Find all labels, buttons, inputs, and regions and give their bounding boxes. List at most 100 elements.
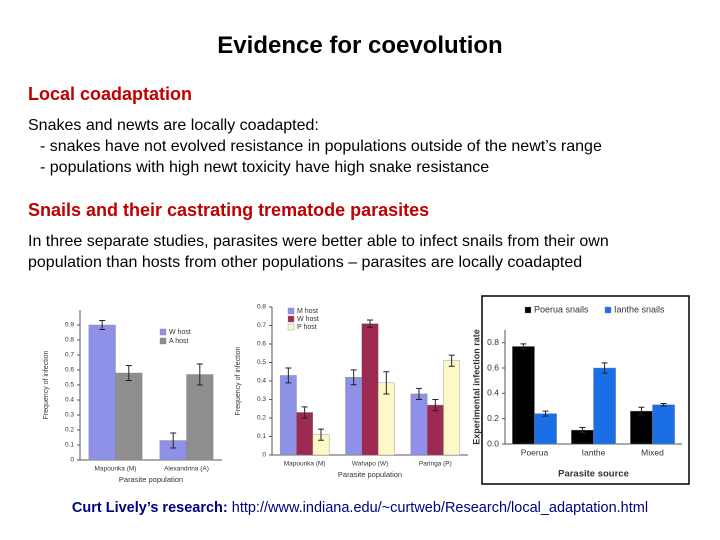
legend-label: M host [297,308,318,315]
y-tick-label: 0 [70,457,74,464]
bar [279,375,297,456]
y-tick-label: 0 [262,452,266,459]
bar [652,404,675,445]
legend-label: P host [297,324,317,331]
y-axis-label: Frequency of infection [235,346,242,415]
error-bar [196,363,203,386]
y-tick-label: 0.6 [65,367,74,374]
y-axis-label: Experimental infection rate [471,329,481,445]
y-tick-label: 0.3 [257,396,266,403]
text-line: - snakes have not evolved resistance in … [40,138,602,155]
slide-title: Evidence for coevolution [217,32,503,59]
error-bar [579,427,586,434]
error-bar [318,428,324,441]
x-tick-label: Mixed [641,447,664,457]
legend-swatch [287,307,295,315]
error-bar [601,362,608,374]
bar [512,346,535,445]
bar [345,377,363,456]
bar [115,372,143,461]
text-line: population than hosts from other populat… [28,254,583,271]
text-line: Snakes and newts are locally coadapted: [28,117,319,134]
legend-swatch [287,323,295,331]
error-bar [638,406,645,416]
legend-swatch [159,328,167,336]
legend-label: Ianthe snails [614,304,665,314]
legend-swatch [287,315,295,323]
y-tick-label: 0.0 [487,438,499,448]
y-tick-label: 0.9 [65,322,74,329]
x-tick-label: Alexandrina (A) [164,466,209,473]
error-bar [285,367,292,384]
legend-label: Poerua snails [534,304,589,314]
legend-swatch [159,337,167,345]
bar [88,324,116,461]
text-line: - populations with high newt toxicity ha… [40,159,490,176]
chart-frame [481,295,690,485]
bar [186,374,214,461]
error-bar [170,432,177,449]
x-tick-label: Mapourika (M) [284,461,326,468]
bar [296,412,314,456]
error-bar [432,399,439,412]
y-tick-label: 0.2 [257,415,266,422]
y-tick-label: 0.1 [257,433,266,440]
error-bar [350,369,357,386]
x-tick-label: Poerua [521,447,549,457]
legend-swatch [524,306,532,314]
error-bar [367,319,373,328]
y-tick-label: 0.4 [65,397,74,404]
bar [443,360,461,456]
y-tick-label: 0.8 [487,337,499,347]
error-bar [542,410,549,417]
error-bar [301,406,308,419]
error-bar [416,387,422,400]
x-axis-label: Parasite population [338,470,402,479]
legend-swatch [604,306,612,314]
section-heading: Snails and their castrating trematode pa… [28,200,430,220]
error-bar [99,320,106,330]
y-tick-label: 0.7 [65,352,74,359]
y-tick-label: 0.8 [257,304,266,311]
y-tick-label: 0.2 [65,427,74,434]
legend-label: A host [169,338,189,345]
bar [630,410,653,445]
legend-label: W host [297,316,319,323]
error-bar [448,354,455,367]
x-tick-label: Wahapo (W) [352,461,388,468]
footer: Curt Lively’s research: http://www.india… [0,500,720,516]
y-tick-label: 0.5 [65,382,74,389]
bar [593,367,616,445]
section: Local coadaptation Snakes and newts are l… [28,84,602,178]
y-axis-label: Frequency of infection [43,350,50,419]
y-tick-label: 0.7 [257,322,266,329]
bar [426,404,444,456]
y-tick-label: 0.4 [257,378,266,385]
x-tick-label: Ianthe [582,447,606,457]
error-bar [660,402,667,407]
y-tick-label: 0.6 [257,341,266,348]
bar [361,323,379,456]
error-bar [125,365,132,381]
error-bar [383,371,390,395]
section-heading: Local coadaptation [28,84,193,104]
x-axis-label: Parasite population [119,475,183,484]
y-tick-label: 0.6 [487,362,499,372]
text-line: In three separate studies, parasites wer… [28,233,609,250]
bar [534,413,557,445]
error-bar [520,343,527,350]
y-tick-label: 0.3 [65,412,74,419]
charts: 0 0.1 0.2 0.3 0.4 0.5 0.6 0.7 0.8 0.9 Frequency of… [43,295,690,485]
y-tick-label: 0.5 [257,359,266,366]
footer-url: http://www.indiana.edu/~curtweb/Research… [231,500,649,516]
y-tick-label: 0.1 [65,442,74,449]
x-tick-label: Paringa (P) [419,461,452,468]
bar [410,393,428,456]
y-tick-label: 0.4 [487,388,499,398]
legend-label: W host [169,329,191,336]
x-axis-label: Parasite source [558,469,629,480]
y-tick-label: 0.2 [487,413,499,423]
x-tick-label: Mapourika (M) [95,466,137,473]
y-tick-label: 0.8 [65,337,74,344]
